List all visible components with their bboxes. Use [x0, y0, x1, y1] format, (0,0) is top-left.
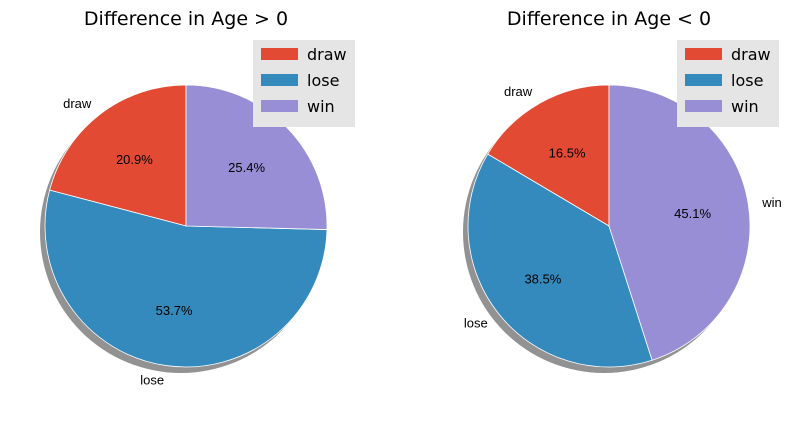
pie-slice-lose	[467, 153, 653, 368]
chart-title: Difference in Age > 0	[84, 8, 288, 30]
legend-swatch-draw	[685, 48, 722, 60]
pie-slice-draw	[49, 84, 187, 227]
pie-value-label: 45.1%	[674, 206, 711, 221]
legend-swatch-lose	[261, 74, 298, 86]
pie-slice-lose	[44, 189, 328, 368]
pie-value-label: 16.5%	[549, 146, 586, 161]
pie-labels: 16.5% draw 38.5% lose 45.1% win	[464, 84, 782, 331]
pie-category-label: win	[761, 195, 782, 210]
legend-label: draw	[307, 45, 347, 64]
pie-value-label: 53.7%	[156, 303, 193, 318]
legend: draw lose win	[677, 40, 779, 127]
pie-category-label: draw	[63, 96, 92, 111]
chart-title: Difference in Age < 0	[507, 8, 711, 30]
pie-slice-win	[185, 84, 328, 230]
legend-label: win	[731, 97, 759, 116]
pie-slice-draw	[487, 84, 610, 227]
legend-label: lose	[307, 71, 339, 90]
legend-label: draw	[731, 45, 771, 64]
pie-chart-age-negative: Difference in Age < 0 16.5% draw 38.5% lose…	[463, 8, 782, 373]
pie-category-label: lose	[140, 373, 164, 388]
legend-swatch-lose	[685, 74, 722, 86]
pie-value-label: 25.4%	[228, 160, 265, 175]
pie-category-label: draw	[504, 84, 533, 99]
pie-slices	[40, 84, 328, 373]
legend: draw lose win	[253, 40, 355, 127]
pie-slices	[463, 84, 751, 373]
pie-category-label: lose	[464, 316, 488, 331]
legend-swatch-draw	[261, 48, 298, 60]
legend-label: win	[307, 97, 335, 116]
pie-value-label: 38.5%	[524, 272, 561, 287]
legend-label: lose	[731, 71, 763, 90]
pie-chart-age-positive: Difference in Age > 0 20.9% draw 53.7% lose…	[40, 8, 355, 388]
pie-slice-win	[608, 84, 751, 361]
pie-value-label: 20.9%	[116, 152, 153, 167]
legend-swatch-win	[261, 100, 298, 112]
legend-swatch-win	[685, 100, 722, 112]
